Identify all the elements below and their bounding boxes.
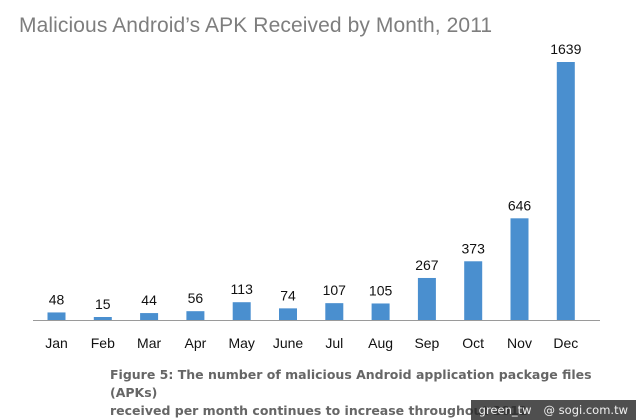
watermark-site: @ sogi.com.tw [543,403,628,417]
bar-may [232,302,251,320]
data-label-feb: 15 [95,296,111,312]
data-label-nov: 646 [508,197,532,213]
x-tick-aug: Aug [368,335,393,351]
data-label-jan: 48 [49,291,65,307]
bar-dec [556,62,575,320]
bar-jan [47,312,66,320]
chart-title: Malicious Android’s APK Received by Mont… [19,14,493,37]
x-tick-mar: Mar [137,335,161,351]
x-tick-sep: Sep [414,335,439,351]
bar-june [279,308,297,320]
x-tick-jul: Jul [325,335,343,351]
bar-oct [464,261,483,320]
x-tick-june: June [273,335,304,351]
bar-apr [186,311,205,320]
x-tick-dec: Dec [553,335,578,351]
bar-chart: 48 Jan 15 Feb 44 Mar 56 Apr 113 May 74 June 107 Jul 10… [33,41,600,351]
x-tick-jan: Jan [45,335,68,351]
bar-jul [325,303,344,320]
watermark-bar: green_tw @ sogi.com.tw [470,400,636,420]
watermark-author: green_tw [478,403,532,417]
bar-aug [371,303,390,320]
data-label-june: 74 [280,287,296,303]
data-label-sep: 267 [415,257,439,273]
data-label-jul: 107 [323,282,347,298]
x-tick-oct: Oct [462,335,484,351]
bar-nov [510,218,529,320]
data-label-dec: 1639 [550,41,581,57]
x-tick-nov: Nov [507,335,532,351]
data-label-aug: 105 [369,282,393,298]
caption-line-1: Figure 5: The number of malicious Androi… [110,367,592,400]
bar-sep [417,277,436,320]
x-tick-apr: Apr [185,335,207,351]
data-label-may: 113 [231,281,254,297]
figure-caption: Figure 5: The number of malicious Androi… [110,366,610,420]
x-tick-feb: Feb [91,335,115,351]
bar-mar [140,313,159,320]
data-label-apr: 56 [188,290,204,306]
data-label-oct: 373 [462,240,486,256]
x-tick-may: May [228,335,254,351]
data-label-mar: 44 [141,292,157,308]
caption-line-2: received per month continues to increase… [110,403,528,418]
bar-feb [93,317,112,320]
